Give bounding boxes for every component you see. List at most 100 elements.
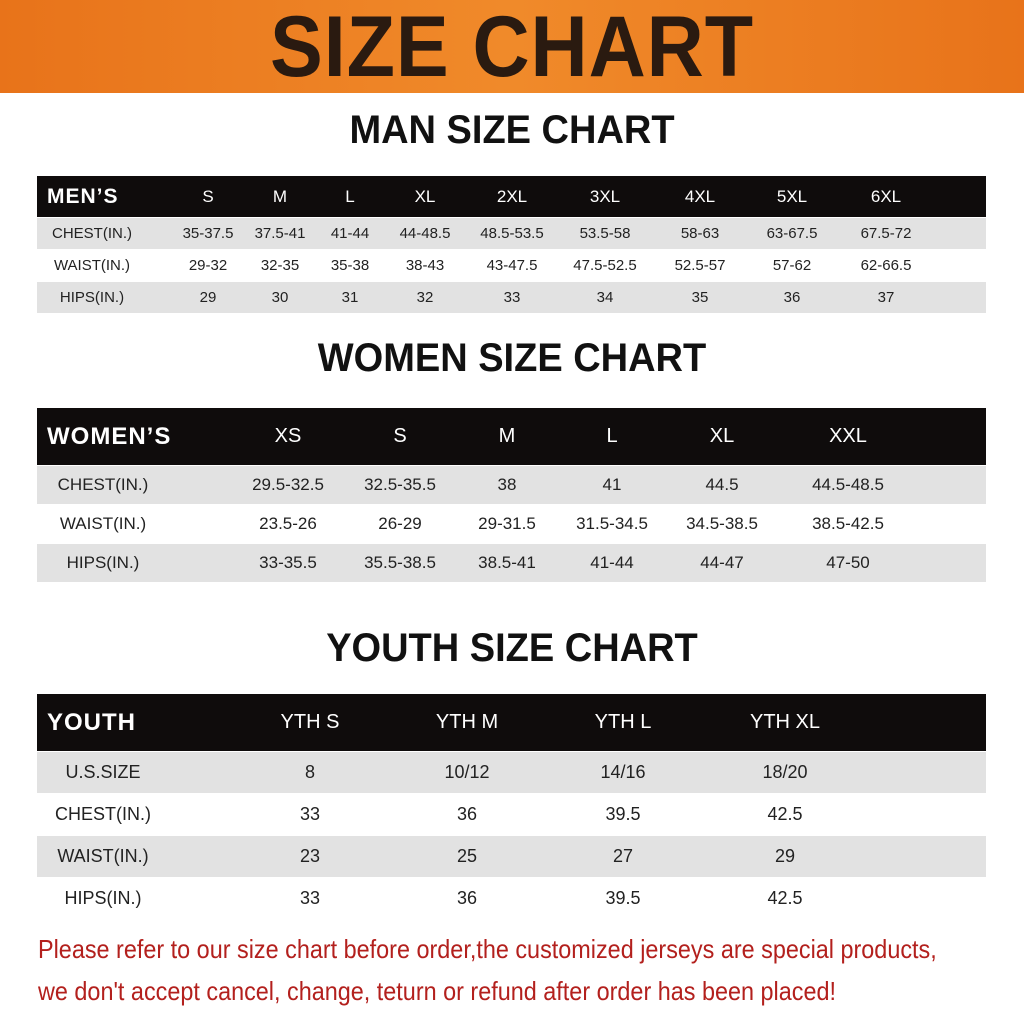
- table-row: U.S.SIZE 8 10/12 14/16 18/20: [37, 752, 986, 793]
- measurement-label: CHEST(IN.): [52, 225, 132, 242]
- size-header-cell: 3XL: [589, 186, 621, 206]
- size-value-cell: 62-66.5: [860, 257, 912, 274]
- size-value-cell: 26-29: [378, 514, 422, 533]
- size-value-cell: 44.5: [705, 475, 739, 494]
- size-value-cell: 33: [299, 888, 321, 908]
- size-value-cell: 41-44: [330, 225, 370, 242]
- size-header-cell: S: [393, 425, 407, 447]
- size-value-cell: 32-35: [260, 257, 300, 274]
- size-value-cell: 32.5-35.5: [364, 475, 436, 494]
- size-header-cell: M: [498, 425, 516, 447]
- size-value-cell: 33: [503, 289, 521, 306]
- table-row: CHEST(IN.) 29.5-32.5 32.5-35.5 38 41 44.5 44.5…: [37, 466, 986, 504]
- size-value-cell: 33: [299, 804, 321, 824]
- measurement-label: HIPS(IN.): [59, 289, 125, 306]
- size-value-cell: 42.5: [767, 804, 803, 824]
- size-value-cell: 29: [774, 846, 796, 866]
- size-header-cell: XS: [274, 425, 302, 447]
- table-title-cell: YOUTH: [47, 708, 136, 736]
- size-value-cell: 30: [271, 289, 289, 306]
- size-header-cell: 6XL: [870, 186, 902, 206]
- size-value-cell: 37.5-41: [254, 225, 306, 242]
- size-value-cell: 27: [612, 846, 634, 866]
- measurement-label: WAIST(IN.): [57, 846, 149, 866]
- size-value-cell: 42.5: [767, 888, 803, 908]
- size-value-cell: 25: [456, 846, 478, 866]
- size-value-cell: 47-50: [826, 553, 870, 572]
- size-value-cell: 38.5-42.5: [812, 514, 884, 533]
- size-header-cell: S: [202, 186, 214, 206]
- size-value-cell: 31.5-34.5: [576, 514, 648, 533]
- men-header-row: MEN’S S M L XL 2XL 3XL 4XL 5XL 6XL: [37, 176, 986, 217]
- size-value-cell: 48.5-53.5: [480, 225, 544, 242]
- women-header-row: WOMEN’S XS S M L XL XXL: [37, 408, 986, 465]
- size-header-cell: L: [345, 186, 355, 206]
- size-value-cell: 47.5-52.5: [573, 257, 637, 274]
- size-header-cell: 5XL: [776, 186, 808, 206]
- notice-line-2: we don't accept cancel, change, teturn o…: [38, 976, 836, 1006]
- size-header-cell: YTH L: [594, 711, 652, 733]
- size-value-cell: 31: [341, 289, 359, 306]
- size-value-cell: 35-37.5: [182, 225, 234, 242]
- size-header-cell: XL: [414, 186, 436, 206]
- size-value-cell: 41-44: [590, 553, 634, 572]
- men-section-title: MAN SIZE CHART: [349, 108, 675, 152]
- size-value-cell: 38: [497, 475, 517, 494]
- table-row: WAIST(IN.) 23.5-26 26-29 29-31.5 31.5-34.5 34…: [37, 505, 986, 543]
- size-value-cell: 29-32: [188, 257, 228, 274]
- size-value-cell: 63-67.5: [766, 225, 818, 242]
- size-header-cell: L: [606, 425, 618, 447]
- measurement-label: HIPS(IN.): [64, 888, 142, 908]
- youth-section-title: YOUTH SIZE CHART: [326, 626, 698, 670]
- size-value-cell: 34: [596, 289, 614, 306]
- size-header-cell: 4XL: [684, 186, 716, 206]
- size-value-cell: 14/16: [600, 762, 646, 782]
- size-value-cell: 29-31.5: [478, 514, 536, 533]
- size-value-cell: 43-47.5: [486, 257, 538, 274]
- banner: SIZE CHART: [0, 0, 1024, 93]
- size-header-cell: XXL: [829, 425, 867, 447]
- size-header-cell: YTH XL: [749, 711, 821, 733]
- youth-header-row: YOUTH YTH S YTH M YTH L YTH XL: [37, 694, 986, 751]
- size-value-cell: 37: [877, 289, 895, 306]
- size-value-cell: 35-38: [330, 257, 370, 274]
- table-row: CHEST(IN.) 35-37.5 37.5-41 41-44 44-48.5 48.5…: [37, 218, 986, 249]
- table-row: HIPS(IN.) 29 30 31 32 33 34 35 36 37: [37, 282, 986, 313]
- table-row: WAIST(IN.) 29-32 32-35 35-38 38-43 43-47.5 47.…: [37, 250, 986, 281]
- table-row: HIPS(IN.) 33 36 39.5 42.5: [37, 878, 986, 919]
- table-title-cell: MEN’S: [47, 184, 119, 208]
- notice-line-1: Please refer to our size chart before or…: [38, 934, 937, 964]
- size-value-cell: 57-62: [772, 257, 812, 274]
- size-header-cell: YTH S: [280, 711, 340, 733]
- size-header-cell: M: [272, 186, 288, 206]
- size-value-cell: 38-43: [405, 257, 445, 274]
- size-value-cell: 23.5-26: [259, 514, 317, 533]
- size-header-cell: YTH M: [435, 711, 499, 733]
- measurement-label: CHEST(IN.): [57, 475, 149, 494]
- size-value-cell: 44-47: [700, 553, 744, 572]
- size-value-cell: 53.5-58: [579, 225, 631, 242]
- measurement-label: CHEST(IN.): [55, 804, 151, 824]
- size-value-cell: 36: [456, 804, 478, 824]
- size-value-cell: 8: [304, 762, 315, 782]
- size-value-cell: 41: [602, 475, 622, 494]
- size-value-cell: 58-63: [680, 225, 720, 242]
- size-value-cell: 36: [456, 888, 478, 908]
- measurement-label: HIPS(IN.): [66, 553, 140, 572]
- table-row: HIPS(IN.) 33-35.5 35.5-38.5 38.5-41 41-44 44-…: [37, 544, 986, 582]
- table-row: WAIST(IN.) 23 25 27 29: [37, 836, 986, 877]
- size-header-cell: 2XL: [496, 186, 528, 206]
- size-value-cell: 36: [783, 289, 801, 306]
- size-value-cell: 29.5-32.5: [252, 475, 324, 494]
- table-row: CHEST(IN.) 33 36 39.5 42.5: [37, 794, 986, 835]
- women-section-title: WOMEN SIZE CHART: [317, 336, 707, 380]
- size-header-cell: XL: [709, 425, 735, 447]
- size-value-cell: 67.5-72: [860, 225, 912, 242]
- size-value-cell: 52.5-57: [674, 257, 726, 274]
- table-title-cell: WOMEN’S: [47, 422, 172, 450]
- size-value-cell: 23: [299, 846, 321, 866]
- size-value-cell: 32: [416, 289, 434, 306]
- size-value-cell: 33-35.5: [259, 553, 317, 572]
- size-value-cell: 34.5-38.5: [686, 514, 758, 533]
- size-value-cell: 18/20: [762, 762, 808, 782]
